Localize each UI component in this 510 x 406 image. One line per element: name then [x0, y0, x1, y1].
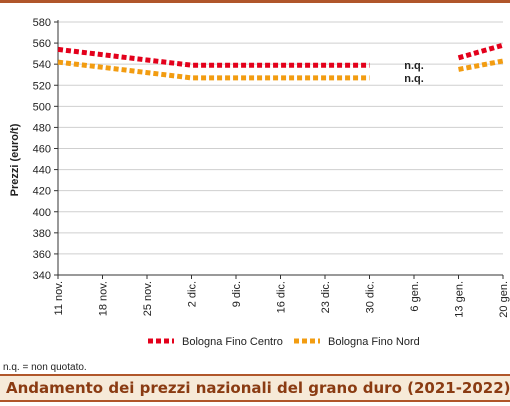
series-line [57, 46, 370, 68]
series-line [457, 42, 504, 61]
x-tick-label: 2 dic. [187, 281, 199, 307]
series-layer [57, 42, 504, 81]
x-tick-label: 30 dic. [365, 281, 377, 313]
y-axis-title: Prezzi (euro/t) [9, 123, 21, 196]
y-tick-label: 480 [33, 122, 51, 134]
y-tick-label: 440 [33, 165, 51, 177]
y-tick-label: 540 [33, 59, 51, 71]
nq-annotation: n.q. [404, 60, 424, 72]
x-tick-label: 6 gen. [409, 281, 421, 312]
y-tick-label: 340 [33, 270, 51, 282]
nq-annotation: n.q. [404, 73, 424, 85]
x-tick-label: 11 nov. [53, 281, 65, 315]
footnote: n.q. = non quotato. [3, 362, 87, 373]
x-tick-label: 25 nov. [142, 281, 154, 316]
y-tick-label: 500 [33, 101, 51, 113]
series-line [57, 59, 370, 81]
x-tick-label: 9 dic. [231, 281, 243, 307]
x-tick-label: 23 dic. [320, 281, 332, 313]
x-tick-label: 20 gen. [498, 281, 510, 318]
legend-label: Bologna Fino Nord [328, 336, 420, 348]
grid-layer [58, 21, 503, 276]
title-bar: Andamento dei prezzi nazionali del grano… [0, 374, 510, 402]
legend: Bologna Fino Centro Bologna Fino Nord [148, 336, 420, 348]
y-tick-label: 560 [33, 38, 51, 50]
y-tick-label: 420 [33, 186, 51, 198]
x-tick-label: 16 dic. [276, 281, 288, 313]
y-tick-label: 360 [33, 249, 51, 261]
y-tick-label: 580 [33, 17, 51, 29]
y-tick-labels: 340 360 380 400 420 440 460 480 500 520 540 560 580 [33, 17, 51, 282]
x-tick-label: 13 gen. [454, 281, 466, 318]
top-rule [0, 0, 510, 3]
x-tick-labels: 11 nov. 18 nov. 25 nov. 2 dic. 9 dic. 16 dic.… [53, 281, 510, 318]
y-tick-label: 400 [33, 207, 51, 219]
y-tick-label: 460 [33, 144, 51, 156]
line-chart: 340360380400420440460480500520540560580 … [9, 17, 510, 348]
annotation-layer: n.q.n.q. [404, 60, 424, 85]
x-tick-label: 18 nov. [98, 281, 110, 316]
y-tick-label: 380 [33, 228, 51, 240]
chart-title: Andamento dei prezzi nazionali del grano… [6, 379, 510, 397]
series-line [458, 58, 504, 72]
y-tick-label: 520 [33, 80, 51, 92]
legend-label: Bologna Fino Centro [182, 336, 283, 348]
